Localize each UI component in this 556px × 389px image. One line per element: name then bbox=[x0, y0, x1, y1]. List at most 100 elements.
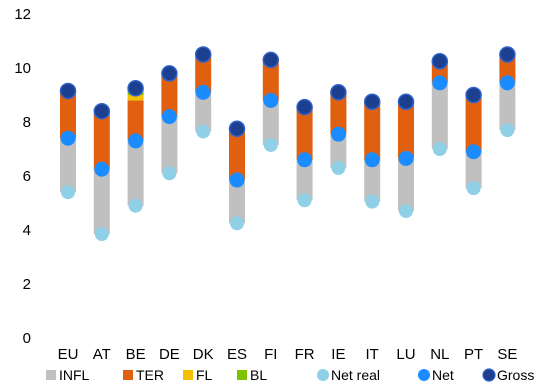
bar-segment-ter bbox=[398, 101, 414, 159]
legend-swatch bbox=[46, 370, 56, 380]
point-gross bbox=[194, 46, 212, 63]
bar-segment-ter bbox=[364, 101, 381, 160]
legend-label: BL bbox=[250, 367, 267, 383]
point-net-real bbox=[466, 181, 481, 196]
point-gross bbox=[397, 93, 415, 110]
point-net-real bbox=[432, 142, 447, 156]
point-net-real bbox=[61, 185, 75, 200]
x-tick-label: SE bbox=[497, 346, 517, 363]
y-tick-label: 0 bbox=[23, 330, 31, 347]
point-net bbox=[297, 152, 313, 168]
bar-segment-infl bbox=[364, 159, 381, 202]
bar-segment-ter bbox=[195, 54, 212, 93]
point-net-real bbox=[263, 137, 278, 152]
bar-segment-infl bbox=[398, 158, 414, 212]
y-tick-label: 12 bbox=[14, 6, 31, 23]
point-gross bbox=[363, 93, 381, 110]
x-tick-label: BE bbox=[126, 346, 146, 363]
bar-segment-ter bbox=[93, 111, 110, 170]
point-net bbox=[466, 144, 482, 160]
point-net bbox=[128, 133, 144, 149]
x-tick-label: LU bbox=[396, 346, 415, 363]
points bbox=[59, 46, 516, 242]
point-net bbox=[263, 92, 279, 108]
bar-segment-infl bbox=[262, 100, 279, 145]
legend-swatch bbox=[418, 369, 430, 381]
legend-label: FL bbox=[196, 367, 213, 383]
x-axis: EU AT BE DE DK ES FI FR IE IT LU NL PT SE bbox=[58, 346, 518, 363]
bar-segment-ter bbox=[127, 100, 144, 141]
bar-segment-infl bbox=[195, 92, 212, 132]
y-tick-label: 2 bbox=[23, 276, 31, 293]
x-tick-label: EU bbox=[58, 346, 79, 363]
bar-segment-infl bbox=[465, 151, 482, 189]
x-tick-label: IT bbox=[366, 346, 379, 363]
point-net-real bbox=[399, 204, 413, 219]
bar-segment-infl bbox=[229, 180, 245, 224]
y-tick-label: 8 bbox=[23, 114, 31, 131]
point-net bbox=[229, 172, 245, 188]
point-net bbox=[364, 152, 380, 168]
legend-swatch bbox=[123, 370, 133, 380]
legend-swatch bbox=[317, 369, 329, 381]
point-net bbox=[432, 75, 448, 91]
point-net-real bbox=[162, 166, 177, 181]
x-tick-label: DE bbox=[159, 346, 180, 363]
x-tick-label: ES bbox=[227, 346, 247, 363]
y-tick-label: 4 bbox=[23, 222, 31, 239]
point-gross bbox=[127, 80, 144, 97]
legend-label: Gross bbox=[497, 367, 534, 383]
legend-label: INFL bbox=[59, 367, 90, 383]
point-gross bbox=[465, 86, 482, 104]
bars bbox=[60, 54, 516, 235]
bar-segment-infl bbox=[296, 159, 313, 201]
y-tick-label: 6 bbox=[23, 168, 31, 185]
point-net-real bbox=[128, 198, 143, 213]
legend-item-fl: FL bbox=[183, 367, 213, 383]
y-axis: 0 2 4 6 8 10 12 bbox=[14, 6, 31, 347]
legend-label: TER bbox=[136, 367, 164, 383]
point-gross bbox=[499, 46, 516, 63]
legend-item-net: Net bbox=[418, 367, 454, 383]
bar-segment-ter bbox=[296, 107, 313, 160]
y-tick-label: 10 bbox=[14, 60, 31, 77]
point-gross bbox=[228, 120, 246, 137]
legend-swatch bbox=[482, 368, 496, 382]
point-gross bbox=[296, 98, 313, 116]
point-gross bbox=[330, 84, 347, 101]
point-net-real bbox=[297, 193, 312, 208]
point-net bbox=[398, 150, 414, 166]
legend-swatch bbox=[237, 370, 247, 380]
point-gross bbox=[431, 53, 449, 70]
point-net bbox=[94, 161, 110, 177]
legend-item-bl: BL bbox=[237, 367, 267, 383]
point-net-real bbox=[331, 160, 346, 175]
point-gross bbox=[59, 82, 77, 100]
x-tick-label: IE bbox=[331, 346, 345, 363]
bar-segment-ter bbox=[161, 73, 178, 117]
bar-segment-ter bbox=[465, 95, 482, 152]
bar-segment-infl bbox=[161, 116, 178, 174]
x-tick-label: AT bbox=[93, 346, 111, 363]
x-tick-label: FR bbox=[295, 346, 315, 363]
point-net-real bbox=[230, 216, 244, 231]
legend-item-net-real: Net real bbox=[317, 367, 380, 383]
bar-segment-infl bbox=[127, 140, 144, 206]
legend: INFL TER FL BL Net real Net Gross bbox=[46, 367, 534, 383]
point-net-real bbox=[365, 194, 380, 209]
point-net bbox=[499, 75, 515, 91]
point-net-real bbox=[196, 124, 211, 139]
bar-segment-ter bbox=[60, 90, 76, 139]
bar-segment-fl bbox=[127, 95, 144, 101]
bar-segment-infl bbox=[60, 138, 76, 193]
point-net-real bbox=[94, 227, 109, 242]
point-net bbox=[161, 109, 177, 125]
legend-item-infl: INFL bbox=[46, 367, 90, 383]
point-net bbox=[195, 84, 211, 100]
point-net-real bbox=[500, 123, 515, 138]
point-gross bbox=[93, 102, 111, 120]
point-gross bbox=[262, 51, 280, 69]
x-tick-label: FI bbox=[264, 346, 277, 363]
bar-segment-ter bbox=[262, 59, 279, 101]
bar-segment-infl bbox=[499, 82, 516, 131]
